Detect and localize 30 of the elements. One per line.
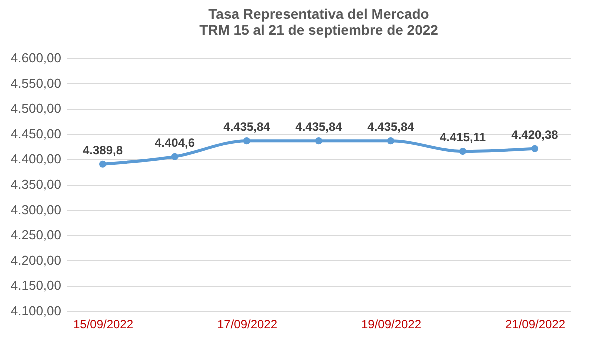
y-tick-label: 4.550,00 (10, 76, 62, 91)
data-label: 4.404,6 (154, 136, 196, 150)
data-label: 4.389,8 (82, 143, 124, 158)
x-tick-label: 15/09/2022 (73, 318, 134, 332)
point (531, 145, 539, 152)
data-label: 4.420,38 (512, 128, 559, 142)
y-tick-label: 4.350,00 (10, 177, 62, 192)
point (171, 153, 179, 160)
point (99, 160, 107, 168)
y-tick-label: 4.200,00 (10, 252, 62, 268)
y-tick-label: 4.100,00 (10, 304, 62, 318)
x-tick-label: 21/09/2022 (505, 318, 566, 332)
point (387, 138, 395, 145)
data-label: 4.435,84 (224, 120, 271, 134)
data-label: 4.415,11 (440, 130, 486, 145)
point (315, 138, 323, 145)
data-label: 4.435,84 (368, 120, 415, 134)
y-tick-label: 4.250,00 (10, 228, 62, 243)
y-tick-label: 4.400,00 (10, 152, 62, 167)
y-tick-label: 4.500,00 (10, 101, 62, 116)
y-tick-label: 4.300,00 (10, 202, 62, 218)
y-tick-label: 4.450,00 (10, 126, 62, 142)
x-tick-label: 19/09/2022 (361, 318, 422, 332)
point (459, 148, 467, 156)
y-tick-label: 4.600,00 (10, 50, 62, 66)
chart-title: Tasa Representativa del Mercado TRM 15 al 21 de septiembre de 2022 (200, 6, 439, 38)
point (243, 138, 251, 145)
data-label: 4.435,84 (296, 120, 343, 134)
y-tick-label: 4.150,00 (10, 278, 62, 294)
x-tick-label: 17/09/2022 (217, 318, 278, 332)
